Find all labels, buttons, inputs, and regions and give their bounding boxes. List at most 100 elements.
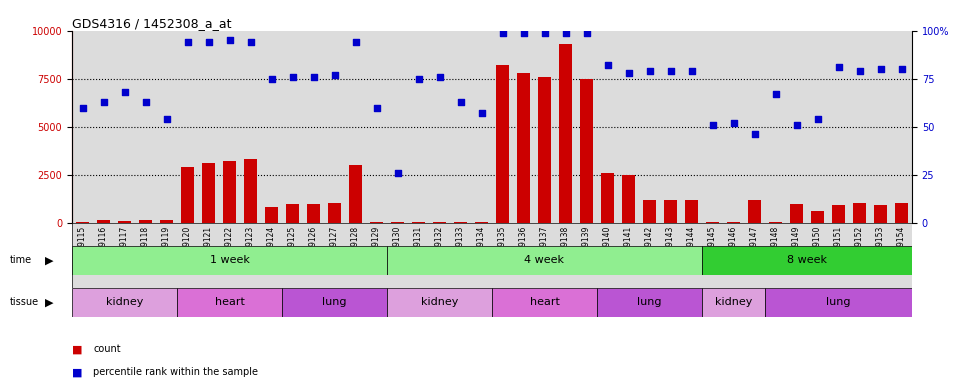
Point (768, 91, 783, 97)
Text: GSM949144: GSM949144 (687, 226, 696, 272)
Bar (387, 288, 492, 317)
Bar (790, 204, 803, 223)
Bar (601, 173, 613, 223)
Point (96, 99, 111, 105)
Text: GSM949127: GSM949127 (330, 226, 339, 272)
Bar (349, 165, 362, 223)
Text: GSM949121: GSM949121 (204, 226, 213, 272)
Bar (517, 73, 530, 223)
Bar (72, 288, 177, 317)
Bar (286, 204, 299, 223)
Point (873, 66, 888, 72)
Bar (769, 222, 781, 223)
Point (390, 170, 405, 176)
Bar (118, 221, 131, 223)
Bar (496, 65, 509, 223)
Text: GSM949124: GSM949124 (267, 226, 276, 272)
Point (537, 30, 552, 36)
Bar (492, 288, 597, 317)
Text: time: time (10, 255, 32, 265)
Text: GSM949125: GSM949125 (288, 226, 297, 272)
Text: GSM949138: GSM949138 (561, 226, 570, 272)
Point (138, 99, 154, 105)
Point (326, 72, 342, 78)
Text: 4 week: 4 week (524, 255, 564, 265)
Point (662, 68, 678, 74)
Text: heart: heart (530, 297, 560, 308)
Text: GSM949146: GSM949146 (729, 226, 738, 272)
Text: GSM949126: GSM949126 (309, 226, 318, 272)
Point (726, 120, 741, 126)
Point (75, 104, 90, 111)
Point (474, 110, 490, 116)
Text: GSM949151: GSM949151 (834, 226, 843, 272)
Bar (203, 163, 215, 223)
Point (810, 116, 826, 122)
Text: lung: lung (827, 297, 851, 308)
Bar (475, 222, 488, 223)
Text: GSM949131: GSM949131 (414, 226, 423, 272)
Point (264, 76, 279, 82)
Text: GSM949140: GSM949140 (603, 226, 612, 272)
Bar (875, 205, 887, 223)
Point (558, 30, 573, 36)
Point (830, 64, 846, 70)
Text: GSM949134: GSM949134 (477, 226, 486, 272)
Point (285, 74, 300, 80)
Bar (72, 246, 387, 275)
Bar (580, 79, 593, 223)
Point (369, 104, 384, 111)
Text: GSM949128: GSM949128 (351, 226, 360, 272)
Text: GSM949116: GSM949116 (99, 226, 108, 272)
Bar (853, 203, 866, 223)
Text: kidney: kidney (420, 297, 458, 308)
Point (453, 99, 468, 105)
Text: heart: heart (215, 297, 245, 308)
Text: GDS4316 / 1452308_a_at: GDS4316 / 1452308_a_at (72, 17, 231, 30)
Text: GSM949137: GSM949137 (540, 226, 549, 272)
Point (579, 30, 594, 36)
Text: GSM949153: GSM949153 (876, 226, 885, 272)
Point (117, 89, 132, 95)
Text: GSM949145: GSM949145 (708, 226, 717, 272)
Text: ■: ■ (72, 367, 83, 377)
Bar (160, 220, 173, 223)
Point (432, 74, 447, 80)
Bar (707, 222, 719, 223)
Text: GSM949139: GSM949139 (582, 226, 591, 272)
Text: GSM949143: GSM949143 (666, 226, 675, 272)
Bar (748, 200, 760, 223)
Bar (97, 220, 109, 223)
Bar (282, 288, 387, 317)
Text: GSM949122: GSM949122 (225, 226, 234, 272)
Bar (244, 159, 257, 223)
Bar (181, 167, 194, 223)
Bar (643, 200, 656, 223)
Point (684, 68, 699, 74)
Point (348, 39, 363, 45)
Text: GSM949154: GSM949154 (897, 226, 906, 272)
Bar (702, 246, 912, 275)
Bar (371, 222, 383, 223)
Point (789, 122, 804, 128)
Text: GSM949148: GSM949148 (771, 226, 780, 272)
Text: GSM949149: GSM949149 (792, 226, 801, 272)
Bar (387, 246, 702, 275)
Text: GSM949123: GSM949123 (246, 226, 255, 272)
Point (600, 62, 615, 68)
Point (201, 39, 216, 45)
Bar (832, 205, 845, 223)
Text: GSM949136: GSM949136 (519, 226, 528, 272)
Text: kidney: kidney (715, 297, 753, 308)
Bar (728, 222, 740, 223)
Point (222, 37, 237, 43)
Bar (702, 288, 765, 317)
Bar (539, 77, 551, 223)
Text: count: count (93, 344, 121, 354)
Bar (412, 222, 424, 223)
Bar (307, 204, 320, 223)
Text: GSM949150: GSM949150 (813, 226, 822, 272)
Text: GSM949119: GSM949119 (162, 226, 171, 272)
Point (243, 39, 258, 45)
Bar (622, 175, 635, 223)
